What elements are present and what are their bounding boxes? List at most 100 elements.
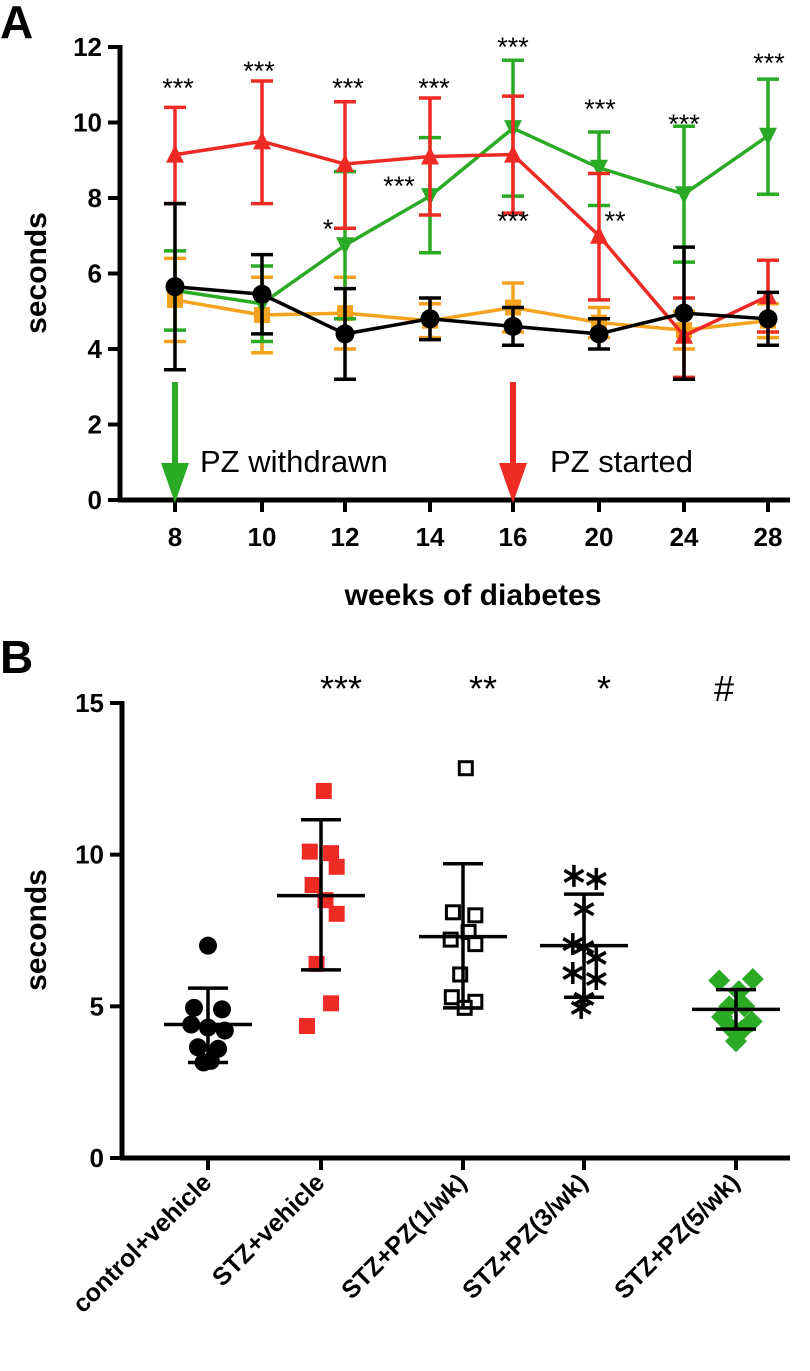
data-point [336,154,354,173]
data-point [185,998,203,1017]
panel-letter-a: A [0,0,33,48]
data-point [443,989,460,1006]
y-tick-label: 10 [75,840,104,870]
data-point [589,324,609,344]
data-point [165,277,185,297]
data-point [741,968,764,991]
x-axis-title: weeks of diabetes [344,579,602,612]
x-tick-label: 24 [670,522,699,552]
data-point [585,946,607,969]
x-category-label: STZ+PZ(5/wk) [609,1168,745,1304]
data-point [315,782,332,799]
y-tick-label: 8 [88,183,102,213]
data-point [299,1018,315,1035]
data-point [570,996,592,1019]
data-point [188,1038,207,1057]
data-point [725,1030,747,1053]
significance-label: *** [497,32,529,62]
significance-label: *** [418,73,450,103]
significance-label: *** [668,109,700,139]
data-point [323,995,340,1012]
group-3: * [540,668,628,1019]
panel-b: B 0 5 10 15 seconds control+vehicleSTZ+vehicle… [0,631,790,1318]
data-point [444,904,461,921]
series-line [174,126,770,306]
y-tick-label: 12 [73,32,102,62]
x-category-label: STZ+PZ(3/wk) [457,1168,593,1304]
data-point [562,961,584,984]
x-tick-label: 20 [585,522,614,552]
data-point [467,936,484,953]
y-tick-label: 15 [75,688,104,718]
data-point [585,867,607,890]
data-point [336,237,354,256]
data-point [504,144,522,163]
group-2: ** [419,668,507,1016]
data-point [421,146,439,165]
data-point [467,907,484,924]
y-tick-label: 4 [88,334,103,364]
data-point [166,144,184,163]
series-line [174,139,769,338]
y-tick-label: 2 [88,410,102,440]
significance-label: * [597,668,611,709]
significance-label: *** [243,56,275,86]
x-category-label: STZ+vehicle [207,1168,331,1292]
annotation-1: PZ started [499,382,693,503]
y-tick-label: 5 [90,991,104,1021]
data-point [323,845,340,862]
significance-label: *** [584,94,616,124]
data-point [759,127,777,146]
series-line [174,298,769,332]
data-point [503,316,523,336]
significance-label: *** [497,206,529,236]
data-point [674,303,694,323]
annotation-label: PZ withdrawn [200,444,388,479]
group-4: # [692,668,780,1053]
significance-label: *** [383,171,415,201]
y-axis-title: seconds [20,212,53,334]
x-category-label: STZ+PZ(1/wk) [336,1168,472,1304]
x-tick-label: 10 [248,522,277,552]
x-tick-label: 28 [754,522,783,552]
series-3 [164,201,779,381]
x-tick-label: 8 [168,522,182,552]
significance-label: ** [469,668,497,709]
y-tick-label: 10 [73,108,102,138]
significance-label: *** [320,668,362,709]
significance-label: * [323,214,334,244]
data-point [301,843,318,860]
data-point [328,905,345,922]
data-point [585,968,607,991]
significance-label: *** [332,73,364,103]
data-point [252,284,272,304]
data-point [335,324,355,344]
data-point [675,186,693,205]
data-point [253,131,271,150]
data-point [563,864,585,887]
data-point [758,309,778,329]
group-1: *** [277,668,365,1035]
data-point [733,995,756,1018]
significance-label: ** [604,206,626,236]
arrow-head [499,463,527,503]
y-tick-label: 0 [90,1143,104,1173]
y-tick-label: 0 [88,485,102,515]
data-point [420,309,440,329]
data-point [199,936,217,955]
x-tick-label: 16 [499,522,528,552]
panel-letter-b: B [0,631,33,683]
y-axis-title: seconds [20,869,53,991]
annotation-label: PZ started [550,444,693,479]
significance-label: *** [162,73,194,103]
annotation-0: PZ withdrawn [161,382,388,503]
significance-label: *** [753,48,785,78]
arrow-head [161,463,189,503]
series-line [174,284,769,336]
data-point [213,1000,231,1019]
group-0 [164,936,252,1072]
data-point [708,969,731,992]
data-point [457,760,474,777]
